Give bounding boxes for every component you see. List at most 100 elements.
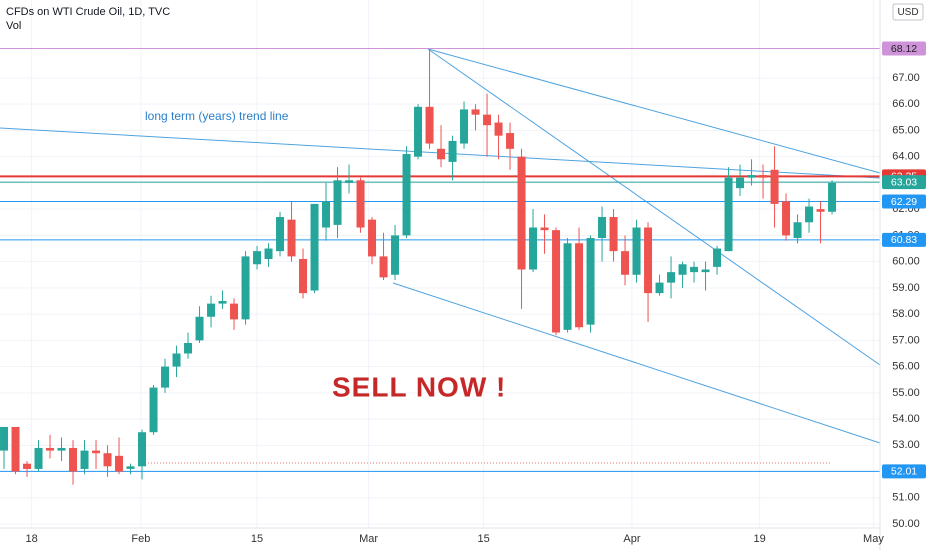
candle-body (172, 353, 181, 367)
candle-body (80, 450, 89, 469)
candle-body (506, 133, 515, 149)
candle-body (57, 447, 66, 451)
x-tick-label: Feb (131, 533, 150, 545)
candle-body (241, 256, 250, 320)
currency-box[interactable] (892, 3, 924, 21)
candle-body (0, 426, 9, 451)
candle-body (540, 227, 549, 231)
candle-body (667, 272, 676, 283)
candle-body (299, 259, 308, 294)
candle-body (644, 227, 653, 294)
x-tick-label: 19 (753, 533, 765, 545)
price-label: 68.12 (891, 43, 917, 55)
candle-body (46, 447, 55, 451)
candle-body (448, 140, 457, 162)
y-tick-label: 54.00 (892, 413, 920, 425)
currency[interactable]: USD (897, 7, 918, 18)
x-tick-label: May (863, 533, 884, 545)
candle-body (747, 175, 756, 178)
candle-body (678, 264, 687, 275)
candle-body (391, 235, 400, 275)
candle-body (609, 217, 618, 252)
y-tick-label: 60.00 (892, 256, 920, 268)
y-tick-label: 65.00 (892, 124, 920, 136)
candle-body (460, 109, 469, 144)
candle-body (230, 303, 239, 320)
x-tick-label: 15 (251, 533, 263, 545)
candle-body (770, 169, 779, 204)
price-label: 63.03 (891, 176, 917, 188)
price-label-box (882, 41, 926, 56)
trend-line (392, 282, 881, 444)
y-axis: 50.0051.0052.0053.0054.0055.0056.0057.00… (892, 72, 920, 530)
candle-body (103, 453, 112, 467)
price-levels (0, 48, 880, 472)
price-label: 60.83 (891, 234, 917, 246)
candle-body (437, 148, 446, 160)
candle-body (632, 227, 641, 275)
candle-body (552, 230, 561, 333)
candle-body (598, 217, 607, 239)
price-label-box (882, 464, 926, 479)
x-tick-label: Apr (623, 533, 640, 545)
price-label: 52.01 (891, 466, 917, 478)
candle-body (149, 387, 158, 433)
price-label-box (882, 194, 926, 209)
candle-body (356, 180, 365, 228)
grid (0, 0, 880, 528)
candle-body (126, 466, 135, 469)
y-tick-label: 56.00 (892, 361, 920, 373)
candle-body (529, 227, 538, 270)
y-tick-label: 50.00 (892, 518, 920, 530)
x-tick-label: 18 (26, 533, 38, 545)
candle-body (828, 182, 837, 212)
candle-body (195, 316, 204, 341)
candle-body (253, 251, 262, 265)
candle-body (690, 266, 699, 273)
candle-body (69, 447, 78, 472)
candle-body (333, 180, 342, 225)
candle-body (782, 201, 791, 236)
candle-body (322, 201, 331, 228)
annotation: SELL NOW ! (332, 371, 506, 402)
candle-body (655, 282, 664, 294)
candle-body (23, 463, 32, 469)
annotation: long term (years) trend line (145, 109, 289, 123)
candle-body (379, 256, 388, 278)
y-tick-label: 57.00 (892, 334, 920, 346)
candle-body (471, 109, 480, 115)
candle-body (34, 447, 43, 469)
candle-body (425, 106, 434, 144)
candle-body (793, 222, 802, 239)
candle-body (264, 248, 273, 260)
candle-body (402, 154, 411, 236)
candle-body (115, 455, 124, 472)
candles (0, 49, 837, 485)
y-tick-label: 53.00 (892, 439, 920, 451)
candle-body (287, 219, 296, 257)
candle-body (368, 219, 377, 257)
candle-body (621, 251, 630, 275)
candle-body (345, 180, 354, 183)
candle-body (701, 269, 710, 273)
candle-body (310, 203, 319, 291)
chart-title: CFDs on WTI Crude Oil, 1D, TVC (6, 6, 170, 18)
candle-body (805, 206, 814, 223)
candle-body (713, 248, 722, 267)
candle-body (218, 301, 227, 304)
candle-body (161, 366, 170, 388)
trend-line (427, 48, 881, 366)
y-tick-label: 59.00 (892, 282, 920, 294)
candle-body (138, 432, 147, 467)
x-tick-label: Mar (359, 533, 378, 545)
y-tick-label: 58.00 (892, 308, 920, 320)
candle-body (575, 243, 584, 328)
candle-body (563, 243, 572, 330)
y-tick-label: 51.00 (892, 492, 920, 504)
y-tick-label: 64.00 (892, 151, 920, 163)
candle-body (414, 106, 423, 157)
candle-body (736, 177, 745, 189)
